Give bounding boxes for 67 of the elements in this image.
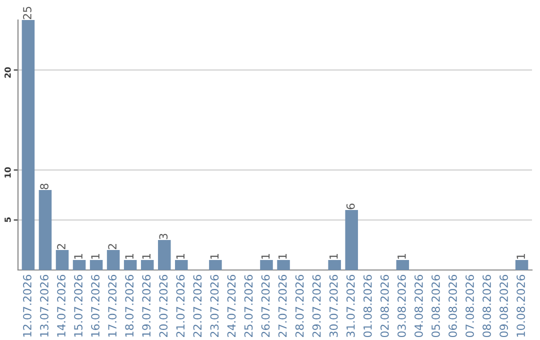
bar xyxy=(72,260,86,270)
bar xyxy=(209,260,222,270)
y-tick-label: 10 xyxy=(4,167,11,178)
x-tick-label: 10.08.2026 xyxy=(516,274,526,337)
data-label: 1 xyxy=(125,254,134,259)
x-tick-label: 26.07.2026 xyxy=(261,274,270,337)
bar xyxy=(38,190,52,270)
bar xyxy=(22,20,35,270)
data-label: 1 xyxy=(398,254,406,259)
x-tick-label: 17.07.2026 xyxy=(108,274,117,337)
data-label: 2 xyxy=(108,244,116,250)
bar xyxy=(124,260,137,270)
x-tick-label: 16.07.2026 xyxy=(91,274,100,337)
bar xyxy=(345,210,358,270)
bar xyxy=(260,260,273,270)
bar xyxy=(56,250,69,270)
x-tick-label: 15.07.2026 xyxy=(74,274,82,337)
x-tick-label: 19.07.2026 xyxy=(142,274,151,337)
bar xyxy=(277,260,290,270)
data-label: 1 xyxy=(91,254,100,259)
x-tick-label: 03.08.2026 xyxy=(397,274,406,338)
x-tick-label: 31.07.2026 xyxy=(346,274,355,337)
x-tick-label: 20.07.2026 xyxy=(159,274,168,337)
x-tick-label: 01.08.2026 xyxy=(363,274,372,338)
x-tick-label: 30.07.2026 xyxy=(329,274,338,337)
bar xyxy=(175,260,188,270)
data-label: 1 xyxy=(330,254,338,259)
x-tick-label: 04.08.2026 xyxy=(414,274,423,338)
bar xyxy=(140,260,154,270)
data-label: 6 xyxy=(346,204,355,210)
data-label: 3 xyxy=(159,234,168,240)
x-tick-label: 05.08.2026 xyxy=(432,274,440,338)
data-label: 2 xyxy=(57,244,66,250)
bar xyxy=(328,260,341,270)
data-label: 8 xyxy=(40,184,48,190)
data-label: 1 xyxy=(74,254,82,259)
x-tick-label: 08.08.2026 xyxy=(482,274,491,338)
x-tick-label: 12.07.2026 xyxy=(23,274,32,337)
data-label: 1 xyxy=(176,254,184,259)
x-tick-label: 24.07.2026 xyxy=(227,274,236,337)
x-tick-label: 06.08.2026 xyxy=(448,274,457,338)
x-tick-label: 21.07.2026 xyxy=(176,274,185,337)
x-tick-label: 07.08.2026 xyxy=(466,274,474,338)
x-tick-label: 29.07.2026 xyxy=(312,274,321,337)
x-tick-label: 02.08.2026 xyxy=(380,274,389,338)
x-tick-label: 28.07.2026 xyxy=(295,274,304,337)
x-tick-label: 23.07.2026 xyxy=(210,274,219,337)
x-tick-label: 27.07.2026 xyxy=(278,274,287,337)
bar xyxy=(106,250,120,270)
x-tick-label: 25.07.2026 xyxy=(244,274,253,337)
x-tick-label: 14.07.2026 xyxy=(57,274,66,337)
data-label: 1 xyxy=(142,254,150,259)
y-tick-label: 20 xyxy=(4,67,11,78)
data-label: 1 xyxy=(516,254,525,259)
data-label: 1 xyxy=(278,254,287,259)
bar xyxy=(90,260,103,270)
x-tick-label: 09.08.2026 xyxy=(500,274,508,338)
x-tick-label: 22.07.2026 xyxy=(193,274,202,337)
x-tick-label: 13.07.2026 xyxy=(40,274,48,337)
y-tick-label: 5 xyxy=(4,217,11,222)
bar xyxy=(515,260,528,270)
x-tick-label: 18.07.2026 xyxy=(125,274,134,337)
bar xyxy=(158,240,171,270)
data-label: 25 xyxy=(23,6,32,20)
data-label: 1 xyxy=(210,254,218,259)
data-label: 1 xyxy=(261,254,270,259)
bar xyxy=(396,260,410,270)
